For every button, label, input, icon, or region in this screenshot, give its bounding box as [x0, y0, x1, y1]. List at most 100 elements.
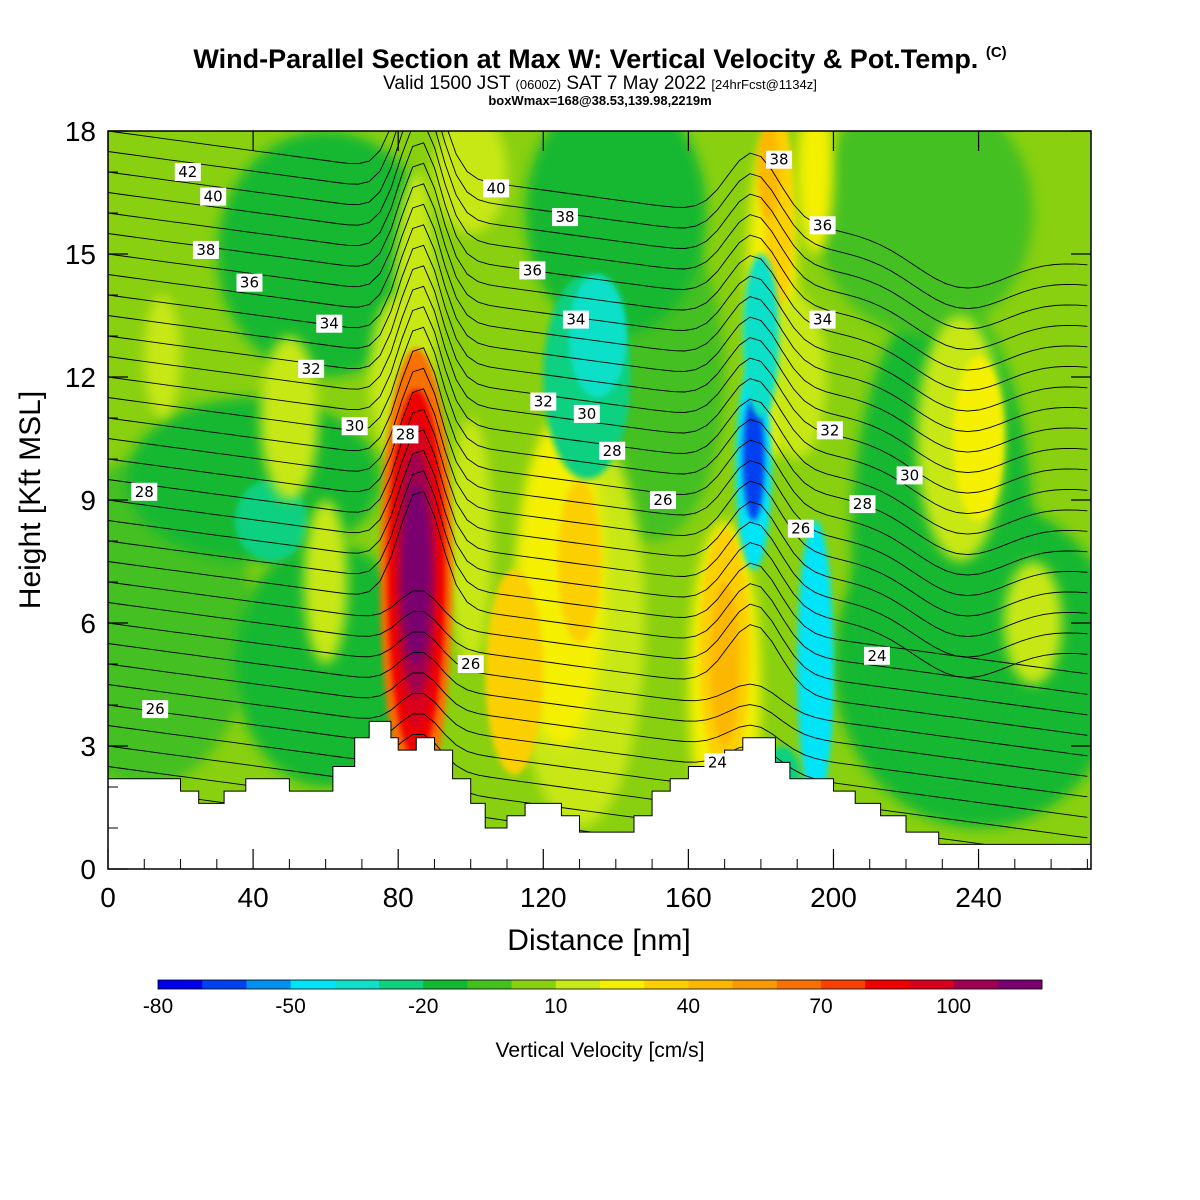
colorbar-swatch: [511, 980, 557, 989]
y-tick-label: 6: [80, 608, 96, 639]
contour-label-box: [142, 700, 169, 719]
colorbar-swatch: [644, 980, 689, 989]
contour-label-text: 28: [853, 495, 872, 513]
theta-contour: [108, 643, 1088, 777]
contour-label: 32: [530, 392, 557, 411]
contour-label-box: [809, 310, 836, 329]
theta-contour: [108, 183, 1088, 412]
contour-label-box: [816, 421, 843, 440]
contour-label-text: 38: [770, 151, 789, 169]
contour-label: 36: [519, 261, 546, 280]
contour-label-text: 30: [577, 405, 596, 423]
contour-label-box: [457, 655, 484, 673]
colorbar-label: Vertical Velocity [cm/s]: [496, 1039, 705, 1062]
contour-label-text: 24: [867, 647, 886, 665]
chart-title: Wind-Parallel Section at Max W: Vertical…: [193, 44, 1007, 74]
contour-label: 34: [809, 310, 836, 329]
velocity-blob: [568, 274, 627, 398]
contour-label-box: [200, 187, 227, 206]
contour-label: 26: [649, 491, 676, 509]
theta-contour: [108, 408, 1088, 638]
contour-label-text: 30: [345, 417, 364, 435]
updraft-core: [403, 483, 430, 664]
contour-label-box: [649, 491, 676, 509]
contour-label-box: [174, 163, 201, 181]
contour-label: 38: [766, 150, 793, 169]
colorbar-swatch: [776, 980, 822, 989]
contour-label-text: 40: [487, 179, 506, 197]
contour-label-box: [552, 208, 579, 227]
contour-label-box: [896, 466, 923, 485]
y-axis-label: Height [Kft MSL]: [14, 391, 47, 609]
contour-label-text: 38: [196, 241, 215, 259]
terrain-profile: [108, 720, 1091, 869]
velocity-blob: [808, 643, 830, 767]
contour-label: 32: [816, 421, 843, 440]
contour-label-box: [530, 392, 557, 411]
contour-label-text: 32: [302, 360, 321, 378]
contour-label-box: [519, 261, 546, 280]
theta-contour: [108, 347, 1088, 576]
theta-contour: [108, 663, 1088, 798]
contour-label: 40: [200, 187, 227, 206]
contour-label: 28: [849, 495, 876, 514]
contour-label: 42: [174, 163, 201, 181]
contour-label-box: [192, 240, 219, 259]
contour-label-text: 34: [566, 311, 585, 329]
x-tick-label: 200: [810, 882, 857, 913]
colorbar-swatch: [600, 980, 645, 989]
theta-contour: [108, 244, 1088, 474]
colorbar-swatch: [290, 980, 336, 989]
theta-contour: [108, 306, 1088, 535]
colorbar-swatch: [865, 980, 910, 989]
theta-contour: [108, 131, 1088, 351]
contour-label-box: [341, 417, 368, 436]
theta-contour: [108, 470, 1088, 675]
contour-label-text: 36: [523, 261, 542, 279]
theta-contour: [108, 326, 1088, 556]
terrain-mask: [108, 720, 1091, 869]
theta-contour: [108, 429, 1088, 658]
contour-label-box: [766, 150, 793, 169]
contour-label: 36: [809, 216, 836, 235]
x-axis-label: Distance [nm]: [507, 924, 690, 957]
contour-label-text: 28: [396, 425, 415, 443]
contour-label-box: [236, 273, 263, 292]
x-tick-label: 240: [955, 882, 1002, 913]
contour-label-text: 42: [178, 163, 197, 181]
contour-label-box: [849, 495, 876, 514]
colorbar-tick-label: -20: [408, 995, 438, 1018]
contour-label: 34: [562, 310, 589, 329]
contour-label-text: 36: [240, 274, 259, 292]
velocity-blob: [1003, 561, 1062, 685]
colorbar-swatch: [997, 980, 1043, 989]
contour-label-box: [787, 519, 814, 538]
theta-contour: [108, 490, 1088, 695]
velocity-blob: [768, 295, 827, 459]
contour-label-box: [131, 482, 158, 501]
y-tick-label: 18: [65, 116, 96, 147]
colorbar-swatch: [158, 980, 203, 989]
contour-label-text: 26: [146, 700, 165, 718]
velocity-blob: [485, 569, 544, 775]
chart-box-info: boxWmax=168@38.53,139.98,2219m: [488, 93, 712, 108]
theta-contour: [108, 131, 1088, 289]
contour-label: 36: [236, 273, 263, 292]
theta-contour: [108, 388, 1088, 617]
contour-label-box: [599, 441, 626, 460]
contour-label-text: 28: [135, 483, 154, 501]
contour-label: 24: [704, 753, 731, 772]
contour-label-box: [392, 425, 419, 444]
contour-label: 30: [573, 404, 600, 423]
x-tick-label: 40: [238, 882, 269, 913]
contour-label-text: 26: [653, 491, 672, 509]
contour-label-text: 30: [900, 466, 919, 484]
contour-label-text: 26: [791, 520, 810, 538]
y-tick-label: 15: [65, 239, 96, 270]
colorbar-swatch: [202, 980, 247, 989]
theta-contour: [108, 142, 1088, 371]
contour-label: 28: [392, 425, 419, 444]
y-tick-label: 0: [80, 854, 96, 885]
